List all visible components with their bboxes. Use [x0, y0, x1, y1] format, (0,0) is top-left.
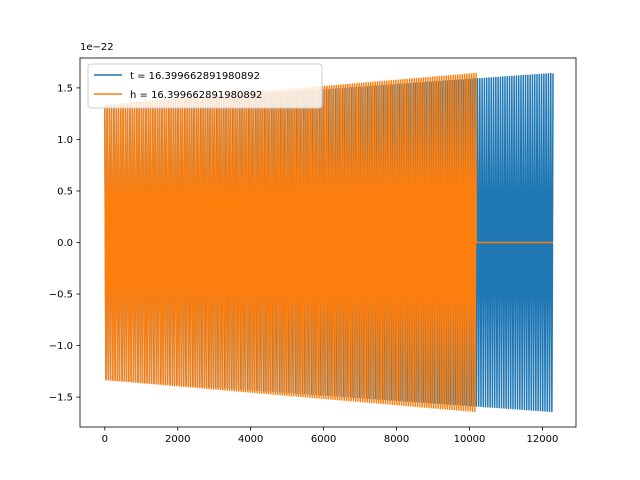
y-tick-label: 0.5 [57, 186, 73, 197]
x-tick-label: 8000 [384, 434, 409, 445]
legend: t = 16.399662891980892 h = 16.39966289198… [87, 63, 323, 109]
x-tick-label: 0 [102, 434, 108, 445]
x-axis: 0 2000 4000 6000 8000 10000 12000 [102, 427, 559, 445]
y-tick-label: 0.0 [57, 238, 73, 249]
series-layer [104, 72, 554, 413]
legend-box [87, 63, 323, 109]
y-tick-label: 1.5 [57, 83, 73, 94]
x-tick-label: 4000 [238, 434, 263, 445]
x-tick-label: 6000 [311, 434, 336, 445]
y-axis: −1.5 −1.0 −0.5 0.0 0.5 1.0 1.5 [49, 83, 80, 404]
y-tick-label: 1.0 [57, 135, 73, 146]
y-axis-offset-label: 1e−22 [80, 42, 114, 53]
y-tick-label: −0.5 [49, 290, 73, 301]
legend-label: h = 16.399662891980892 [130, 90, 262, 101]
y-tick-label: −1.5 [49, 393, 73, 404]
y-tick-label: −1.0 [49, 341, 73, 352]
x-tick-label: 2000 [165, 434, 190, 445]
series-line-1 [104, 72, 554, 413]
plot-area [104, 72, 554, 413]
legend-label: t = 16.399662891980892 [130, 71, 260, 82]
x-tick-label: 10000 [454, 434, 486, 445]
x-tick-label: 12000 [527, 434, 559, 445]
